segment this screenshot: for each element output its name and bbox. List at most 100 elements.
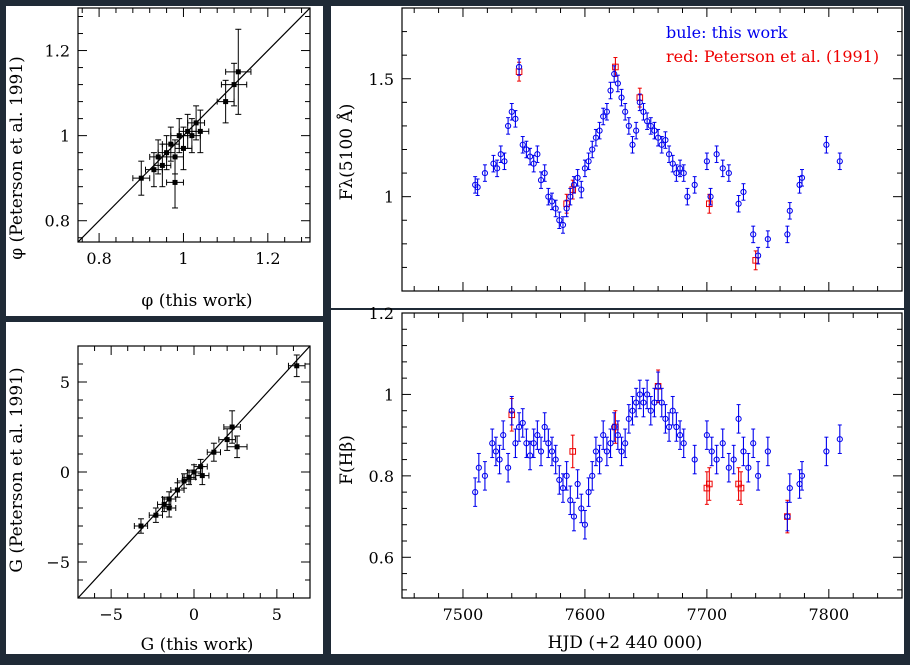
continuum-lightcurve-blue-series-marker: [541, 169, 548, 177]
hbeta-lightcurve-blue-series-marker: [658, 399, 665, 406]
continuum-lightcurve-blue-series-marker: [629, 141, 636, 148]
continuum-lightcurve-blue-series-marker: [611, 70, 618, 78]
continuum-lightcurve-blue-series-marker: [545, 193, 552, 200]
continuum-lightcurve-red-series-marker: [706, 200, 713, 208]
phi-compare-point-marker: [164, 150, 170, 156]
hbeta-lightcurve-blue-series-marker: [556, 476, 563, 484]
continuum-lightcurve-blue-series-marker: [725, 169, 732, 177]
hbeta-lightcurve-blue-series-marker: [676, 432, 684, 439]
continuum-lightcurve-blue-series-marker: [640, 108, 647, 115]
hbeta-lightcurve-blue-series-marker: [600, 432, 607, 439]
continuum-ylabel: Fλ(5100 Å): [336, 104, 357, 201]
g-compare-point-marker: [211, 449, 217, 455]
g-compare-point-marker: [191, 469, 197, 475]
hbeta-lightcurve-blue-series-marker: [735, 415, 742, 422]
continuum-lightcurve-blue-series-marker: [600, 113, 607, 120]
g-compare-point-marker: [153, 512, 159, 518]
phi-compare-point-marker: [159, 162, 165, 168]
hbeta-lightcurve-blue-series-marker: [519, 419, 526, 427]
legend-red-label: red: Peterson et al. (1991): [666, 47, 879, 66]
hbeta-lightcurve-blue-series-marker: [548, 448, 556, 455]
continuum-lightcurve-blue-series-marker: [719, 165, 726, 172]
phi-compare-xtick-label: 1.2: [255, 249, 280, 268]
hbeta-lightcurve-blue-series-marker: [629, 407, 636, 414]
hbeta-lightcurve-xtick-label: 7800: [808, 605, 849, 624]
g-compare-point-marker: [166, 505, 172, 511]
continuum-lightcurve-blue-series-marker: [523, 146, 530, 153]
hbeta-ylabel: F(Hβ): [337, 435, 357, 485]
continuum-lightcurve-blue-series-marker: [508, 108, 515, 115]
hbeta-lightcurve-xtick-label: 7500: [443, 605, 484, 624]
g-compare-xtick-label: 5: [272, 605, 282, 624]
hbeta-lightcurve-ytick-label: 1.2: [369, 304, 394, 323]
hbeta-lightcurve-blue-series-marker: [570, 513, 578, 520]
g-compare-xtick-label: 0: [189, 605, 199, 624]
phi-compare-data-layer: [78, 8, 310, 242]
continuum-lightcurve-blue-series-marker: [654, 134, 662, 141]
continuum-lightcurve-blue-series-marker: [622, 108, 629, 115]
hbeta-lightcurve-blue-series-marker: [489, 440, 496, 447]
hbeta-lightcurve-blue-series-marker: [475, 464, 482, 471]
hbeta-lightcurve-blue-series-marker: [515, 423, 523, 431]
hbeta-lightcurve-blue-series-marker: [492, 448, 500, 455]
g-compare-ytick-label: 0: [60, 463, 70, 482]
continuum-lightcurve-blue-series-marker: [481, 169, 489, 177]
hbeta-lightcurve-blue-series-marker: [786, 484, 793, 492]
hbeta-lightcurve-blue-series-marker: [636, 391, 643, 398]
hbeta-lightcurve-blue-series-marker: [633, 399, 640, 406]
hbeta-lightcurve-red-series-marker: [569, 448, 577, 455]
g-compare-point-marker: [229, 424, 235, 430]
phi-compare-frame: [77, 7, 311, 243]
hbeta-lightcurve-blue-series-marker: [526, 452, 534, 459]
continuum-lightcurve-blue-series-marker: [490, 160, 497, 167]
hbeta-lightcurve-blue-series-marker: [585, 489, 592, 496]
hbeta-lightcurve-blue-series-marker: [745, 464, 752, 471]
continuum-lightcurve-blue-series-marker: [556, 217, 563, 224]
continuum-lightcurve-blue-series-marker: [607, 87, 614, 94]
g-compare-point-marker: [138, 523, 144, 529]
phi-compare-point-marker: [172, 154, 178, 160]
hbeta-lightcurve-blue-series-marker: [567, 497, 574, 504]
hbeta-lightcurve-blue-series-marker: [622, 440, 629, 447]
continuum-lightcurve-blue-series-marker: [665, 151, 673, 158]
continuum-lightcurve-blue-series-marker: [647, 122, 654, 130]
continuum-lightcurve-blue-series-marker: [596, 127, 603, 134]
hbeta-lightcurve-blue-series-marker: [647, 407, 654, 414]
phi-ylabel: φ (Peterson et al. 1991): [7, 56, 27, 260]
phi-compare-point-marker: [180, 145, 186, 151]
hbeta-lightcurve-frame: [401, 312, 903, 599]
g-compare-point-marker: [234, 444, 240, 450]
g-compare-point-marker: [199, 473, 205, 479]
continuum-lightcurve-blue-series-marker: [691, 181, 698, 188]
phi-compare-point-marker: [231, 82, 237, 88]
phi-compare-point-marker: [223, 99, 229, 105]
hbeta-xlabel: HJD (+2 440 000): [548, 633, 703, 653]
continuum-lightcurve-blue-series-marker: [713, 151, 720, 158]
continuum-lightcurve-blue-series-marker: [504, 122, 512, 130]
continuum-lightcurve-blue-series-marker: [784, 231, 791, 238]
continuum-lightcurve-blue-series-marker: [567, 193, 574, 200]
hbeta-lightcurve-blue-series-marker: [545, 440, 552, 447]
continuum-lightcurve-blue-series-marker: [559, 221, 567, 229]
hbeta-lightcurve-blue-series-marker: [512, 440, 519, 447]
continuum-lightcurve-blue-series-marker: [614, 80, 621, 87]
phi-compare-point-marker: [176, 133, 182, 139]
hbeta-lightcurve-blue-series-marker: [662, 415, 669, 422]
continuum-lightcurve-blue-series-marker: [798, 174, 806, 181]
continuum-lightcurve-blue-series-marker: [625, 122, 632, 130]
continuum-lightcurve-blue-series-marker: [530, 160, 537, 167]
continuum-lightcurve-data-layer: [472, 57, 843, 271]
continuum-lightcurve-ytick-label: 1.5: [369, 70, 394, 89]
hbeta-lightcurve-blue-series-marker: [750, 440, 757, 447]
phi-compare-point-marker: [138, 175, 144, 181]
phi-compare-xtick-label: 0.8: [86, 249, 111, 268]
continuum-lightcurve-blue-series-marker: [474, 184, 481, 191]
hbeta-lightcurve-blue-series-marker: [625, 415, 632, 422]
continuum-lightcurve-red-series-marker: [612, 63, 619, 71]
hbeta-lightcurve-blue-series-marker: [504, 464, 512, 471]
hbeta-lightcurve-blue-series-marker: [574, 480, 581, 488]
continuum-lightcurve-blue-series-marker: [570, 181, 578, 188]
continuum-lightcurve-blue-series-marker: [684, 193, 691, 200]
